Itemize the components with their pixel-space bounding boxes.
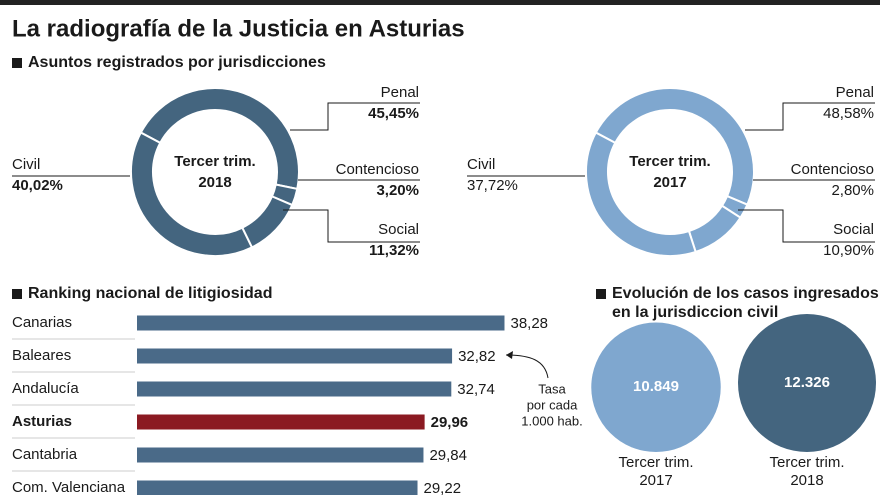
heading-marker: [12, 289, 22, 299]
donut-slice: [130, 131, 254, 257]
bar-value: 32,82: [458, 348, 496, 365]
bar-value: 29,22: [424, 480, 462, 495]
annotation: Tasa: [538, 381, 566, 396]
bubble-value: 10.849: [633, 378, 679, 395]
bubble-category: Tercer trim.: [770, 454, 845, 471]
leader-line: [745, 102, 875, 131]
bar: [137, 315, 505, 331]
section-title: Ranking nacional de litigiosidad: [28, 285, 272, 302]
slice-value: 3,20%: [376, 182, 419, 199]
slice-value: 11,32%: [369, 242, 419, 259]
bar-category: Canarias: [12, 314, 72, 331]
bar-category: Baleares: [12, 347, 71, 364]
slice-name: Penal: [836, 84, 874, 101]
bar-category: Andalucía: [12, 380, 79, 397]
bar-value: 38,28: [510, 315, 548, 332]
heading-marker: [596, 289, 606, 299]
heading-marker: [12, 58, 22, 68]
slice-value: 40,02%: [12, 177, 63, 194]
bar: [137, 348, 453, 364]
donut-slice: [240, 195, 294, 249]
bar: [137, 447, 424, 463]
bar-category: Asturias: [12, 413, 72, 430]
bubble-category: 2017: [639, 472, 672, 489]
bar-value: 29,84: [429, 447, 467, 464]
top-rule: [0, 0, 880, 5]
bubble: [738, 314, 876, 452]
donut-slice: [594, 87, 755, 206]
slice-name: Contencioso: [336, 161, 419, 178]
leader-line: [738, 209, 875, 243]
leader-line: [290, 102, 420, 131]
donut-slice: [687, 204, 742, 254]
bar: [137, 414, 425, 430]
section-title: Evolución de los casos ingresados: [612, 285, 879, 302]
annotation-arrow: [505, 354, 549, 379]
slice-name: Penal: [381, 84, 419, 101]
annotation-arrowhead: [506, 351, 513, 359]
slice-value: 10,90%: [823, 242, 874, 259]
bar-value: 29,96: [431, 414, 469, 431]
bar-value: 32,74: [457, 381, 495, 398]
donut-center-label: Tercer trim.: [174, 153, 255, 170]
slice-value: 48,58%: [823, 105, 874, 122]
page-title: La radiografía de la Justicia en Asturia…: [12, 15, 465, 42]
donut-center-label: 2018: [198, 174, 231, 191]
section-title: Asuntos registrados por jurisdicciones: [28, 54, 326, 71]
annotation: por cada: [527, 397, 578, 412]
slice-name: Civil: [467, 156, 495, 173]
bubble-category: Tercer trim.: [619, 454, 694, 471]
slice-value: 37,72%: [467, 177, 518, 194]
bubble-category: 2018: [790, 472, 823, 489]
donut-center-label: 2017: [653, 174, 686, 191]
bubble-value: 12.326: [784, 374, 830, 391]
bar-category: Cantabria: [12, 446, 78, 463]
bar: [137, 480, 418, 495]
slice-name: Civil: [12, 156, 40, 173]
donut-slice: [139, 87, 300, 191]
donut-center-label: Tercer trim.: [629, 153, 710, 170]
section-title: en la jurisdiccion civil: [612, 304, 778, 321]
leader-line: [283, 209, 420, 243]
slice-name: Contencioso: [791, 161, 874, 178]
slice-name: Social: [378, 221, 419, 238]
bar: [137, 381, 452, 397]
bubble: [591, 322, 721, 452]
slice-value: 45,45%: [368, 105, 419, 122]
slice-value: 2,80%: [831, 182, 874, 199]
bar-category: Com. Valenciana: [12, 479, 126, 495]
slice-name: Social: [833, 221, 874, 238]
annotation: 1.000 hab.: [521, 413, 582, 428]
donut-slice: [585, 131, 697, 257]
